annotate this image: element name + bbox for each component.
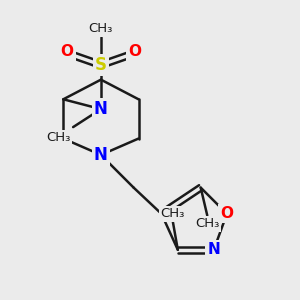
Text: N: N — [207, 242, 220, 257]
Text: CH₃: CH₃ — [161, 207, 185, 220]
Text: O: O — [60, 44, 74, 59]
Text: CH₃: CH₃ — [195, 217, 219, 230]
Text: O: O — [128, 44, 142, 59]
Text: CH₃: CH₃ — [89, 22, 113, 35]
Text: S: S — [95, 56, 107, 74]
Text: N: N — [94, 146, 108, 164]
Text: O: O — [220, 206, 233, 221]
Text: N: N — [94, 100, 108, 118]
Text: CH₃: CH₃ — [46, 131, 70, 144]
